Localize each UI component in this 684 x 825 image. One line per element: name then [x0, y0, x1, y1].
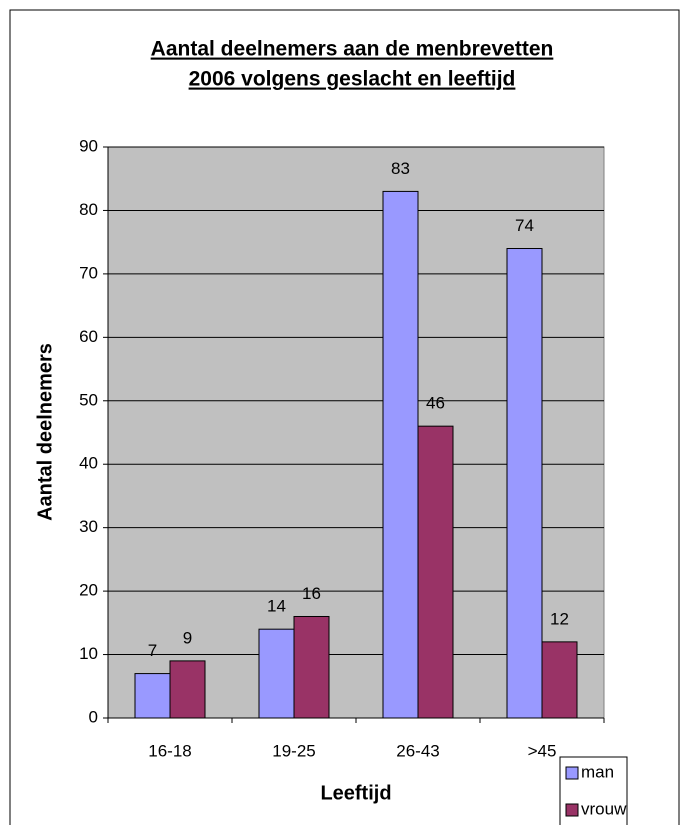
- legend-label: vrouw: [581, 799, 627, 818]
- data-label: 46: [426, 394, 445, 413]
- x-tick-label: >45: [528, 741, 557, 760]
- y-tick-label: 10: [79, 644, 98, 663]
- x-tick-label: 16-18: [148, 741, 191, 760]
- legend-label: man: [581, 762, 614, 781]
- y-tick-label: 70: [79, 263, 98, 282]
- y-tick-label: 60: [79, 327, 98, 346]
- y-tick-label: 0: [89, 707, 98, 726]
- y-tick-label: 80: [79, 200, 98, 219]
- data-label: 14: [267, 597, 286, 616]
- bar: [541, 641, 578, 719]
- y-tick-label: 50: [79, 390, 98, 409]
- bar: [417, 425, 454, 719]
- data-label: 9: [183, 628, 192, 647]
- y-axis-label: Aantal deelnemers: [34, 343, 56, 521]
- bar: [134, 673, 171, 719]
- chart-title: 2006 volgens geslacht en leeftijd: [189, 68, 516, 91]
- y-tick-label: 20: [79, 581, 98, 600]
- bar: [293, 615, 330, 719]
- bar: [506, 248, 543, 719]
- legend-swatch: [565, 766, 579, 780]
- y-tick-label: 30: [79, 517, 98, 536]
- chart-title: Aantal deelnemers aan de menbrevetten: [151, 38, 554, 61]
- data-label: 7: [148, 641, 157, 660]
- data-label: 16: [302, 584, 321, 603]
- data-label: 83: [391, 159, 410, 178]
- bar: [258, 628, 295, 719]
- data-label: 12: [550, 609, 569, 628]
- x-tick-label: 26-43: [396, 741, 439, 760]
- x-axis-label: Leeftijd: [320, 782, 391, 804]
- y-tick-label: 90: [79, 136, 98, 155]
- legend-swatch: [565, 803, 579, 817]
- x-tick-label: 19-25: [272, 741, 315, 760]
- data-label: 74: [515, 216, 534, 235]
- chart-frame: [9, 9, 680, 825]
- bar: [169, 660, 206, 719]
- bar: [382, 190, 419, 719]
- y-tick-label: 40: [79, 454, 98, 473]
